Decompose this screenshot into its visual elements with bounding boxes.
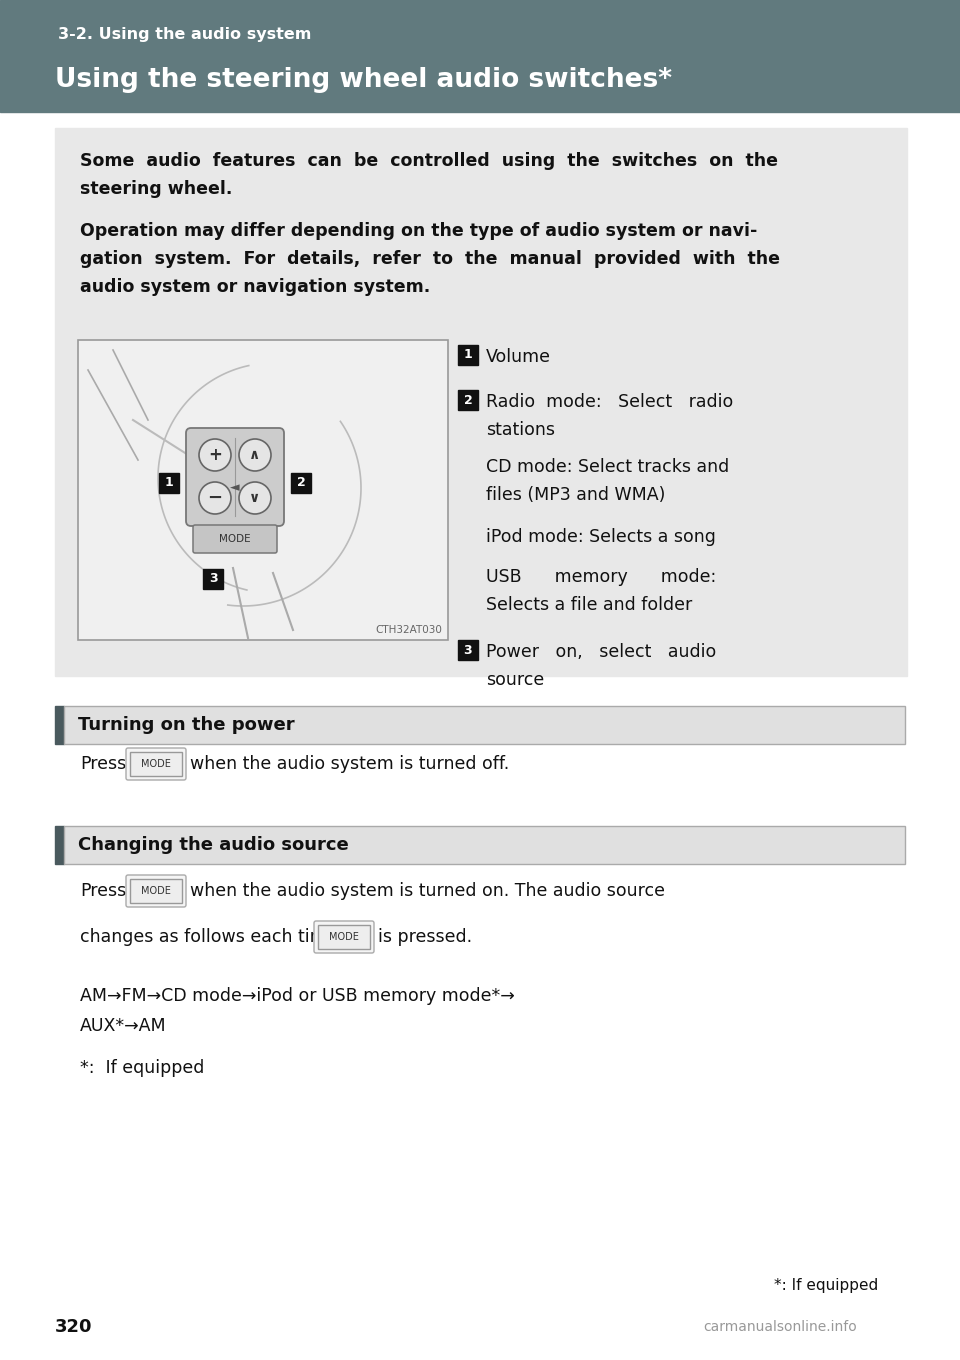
Bar bbox=[203, 568, 223, 589]
Bar bbox=[159, 473, 179, 494]
Bar bbox=[458, 641, 478, 660]
Text: 3: 3 bbox=[208, 573, 217, 586]
Bar bbox=[55, 706, 64, 744]
Text: 3-2. Using the audio system: 3-2. Using the audio system bbox=[58, 26, 311, 42]
Text: iPod mode: Selects a song: iPod mode: Selects a song bbox=[486, 528, 716, 545]
Text: stations: stations bbox=[486, 422, 555, 439]
Text: Press: Press bbox=[80, 755, 127, 772]
Circle shape bbox=[199, 439, 231, 471]
Text: CD mode: Select tracks and: CD mode: Select tracks and bbox=[486, 458, 730, 476]
FancyBboxPatch shape bbox=[314, 921, 374, 953]
Text: Operation may differ depending on the type of audio system or navi-: Operation may differ depending on the ty… bbox=[80, 222, 757, 239]
Text: Radio  mode:   Select   radio: Radio mode: Select radio bbox=[486, 393, 733, 411]
Text: ∨: ∨ bbox=[250, 491, 260, 505]
Bar bbox=[78, 340, 448, 641]
Bar bbox=[318, 925, 370, 949]
Text: 1: 1 bbox=[464, 348, 472, 362]
Text: is pressed.: is pressed. bbox=[378, 928, 472, 947]
Text: MODE: MODE bbox=[141, 885, 171, 896]
Text: MODE: MODE bbox=[329, 932, 359, 942]
Text: AM→FM→CD mode→iPod or USB memory mode*→: AM→FM→CD mode→iPod or USB memory mode*→ bbox=[80, 987, 515, 1005]
FancyBboxPatch shape bbox=[126, 874, 186, 907]
Bar bbox=[130, 752, 182, 777]
Bar bbox=[291, 473, 311, 494]
Text: CTH32AT030: CTH32AT030 bbox=[375, 626, 442, 635]
Text: Press: Press bbox=[80, 883, 127, 900]
Text: Using the steering wheel audio switches*: Using the steering wheel audio switches* bbox=[55, 67, 672, 92]
Text: Selects a file and folder: Selects a file and folder bbox=[486, 596, 692, 613]
Text: *:  If equipped: *: If equipped bbox=[80, 1059, 204, 1077]
Bar bbox=[55, 826, 64, 864]
Text: 320: 320 bbox=[55, 1318, 92, 1336]
Bar bbox=[0, 0, 960, 112]
FancyBboxPatch shape bbox=[126, 748, 186, 781]
Text: *: If equipped: *: If equipped bbox=[774, 1278, 878, 1293]
Text: Some  audio  features  can  be  controlled  using  the  switches  on  the: Some audio features can be controlled us… bbox=[80, 152, 778, 170]
Text: when the audio system is turned on. The audio source: when the audio system is turned on. The … bbox=[190, 883, 665, 900]
FancyBboxPatch shape bbox=[186, 428, 284, 526]
Text: gation  system.  For  details,  refer  to  the  manual  provided  with  the: gation system. For details, refer to the… bbox=[80, 250, 780, 268]
Text: Changing the audio source: Changing the audio source bbox=[78, 836, 348, 854]
Text: audio system or navigation system.: audio system or navigation system. bbox=[80, 277, 430, 296]
Bar bbox=[55, 128, 907, 676]
Circle shape bbox=[239, 481, 271, 514]
Text: AUX*→AM: AUX*→AM bbox=[80, 1017, 167, 1035]
Bar bbox=[458, 345, 478, 364]
Text: changes as follows each time: changes as follows each time bbox=[80, 928, 338, 947]
Text: carmanualsonline.info: carmanualsonline.info bbox=[703, 1321, 857, 1334]
Circle shape bbox=[199, 481, 231, 514]
Circle shape bbox=[239, 439, 271, 471]
Text: 1: 1 bbox=[164, 476, 174, 490]
Text: steering wheel.: steering wheel. bbox=[80, 180, 232, 199]
Bar bbox=[130, 879, 182, 903]
Text: MODE: MODE bbox=[219, 534, 251, 544]
Text: Volume: Volume bbox=[486, 348, 551, 366]
Text: ∧: ∧ bbox=[250, 447, 260, 462]
Text: ◄: ◄ bbox=[230, 481, 240, 495]
Text: +: + bbox=[208, 446, 222, 464]
Bar bbox=[64, 706, 905, 744]
Bar bbox=[458, 390, 478, 409]
Text: 2: 2 bbox=[464, 393, 472, 407]
Text: files (MP3 and WMA): files (MP3 and WMA) bbox=[486, 486, 665, 505]
Text: MODE: MODE bbox=[141, 759, 171, 768]
Text: Turning on the power: Turning on the power bbox=[78, 715, 295, 734]
Text: Power   on,   select   audio: Power on, select audio bbox=[486, 643, 716, 661]
Text: source: source bbox=[486, 670, 544, 690]
Text: 3: 3 bbox=[464, 643, 472, 657]
Text: 2: 2 bbox=[297, 476, 305, 490]
Text: USB      memory      mode:: USB memory mode: bbox=[486, 568, 716, 586]
FancyBboxPatch shape bbox=[193, 525, 277, 554]
Text: −: − bbox=[207, 490, 223, 507]
Bar bbox=[64, 826, 905, 864]
Text: when the audio system is turned off.: when the audio system is turned off. bbox=[190, 755, 509, 772]
